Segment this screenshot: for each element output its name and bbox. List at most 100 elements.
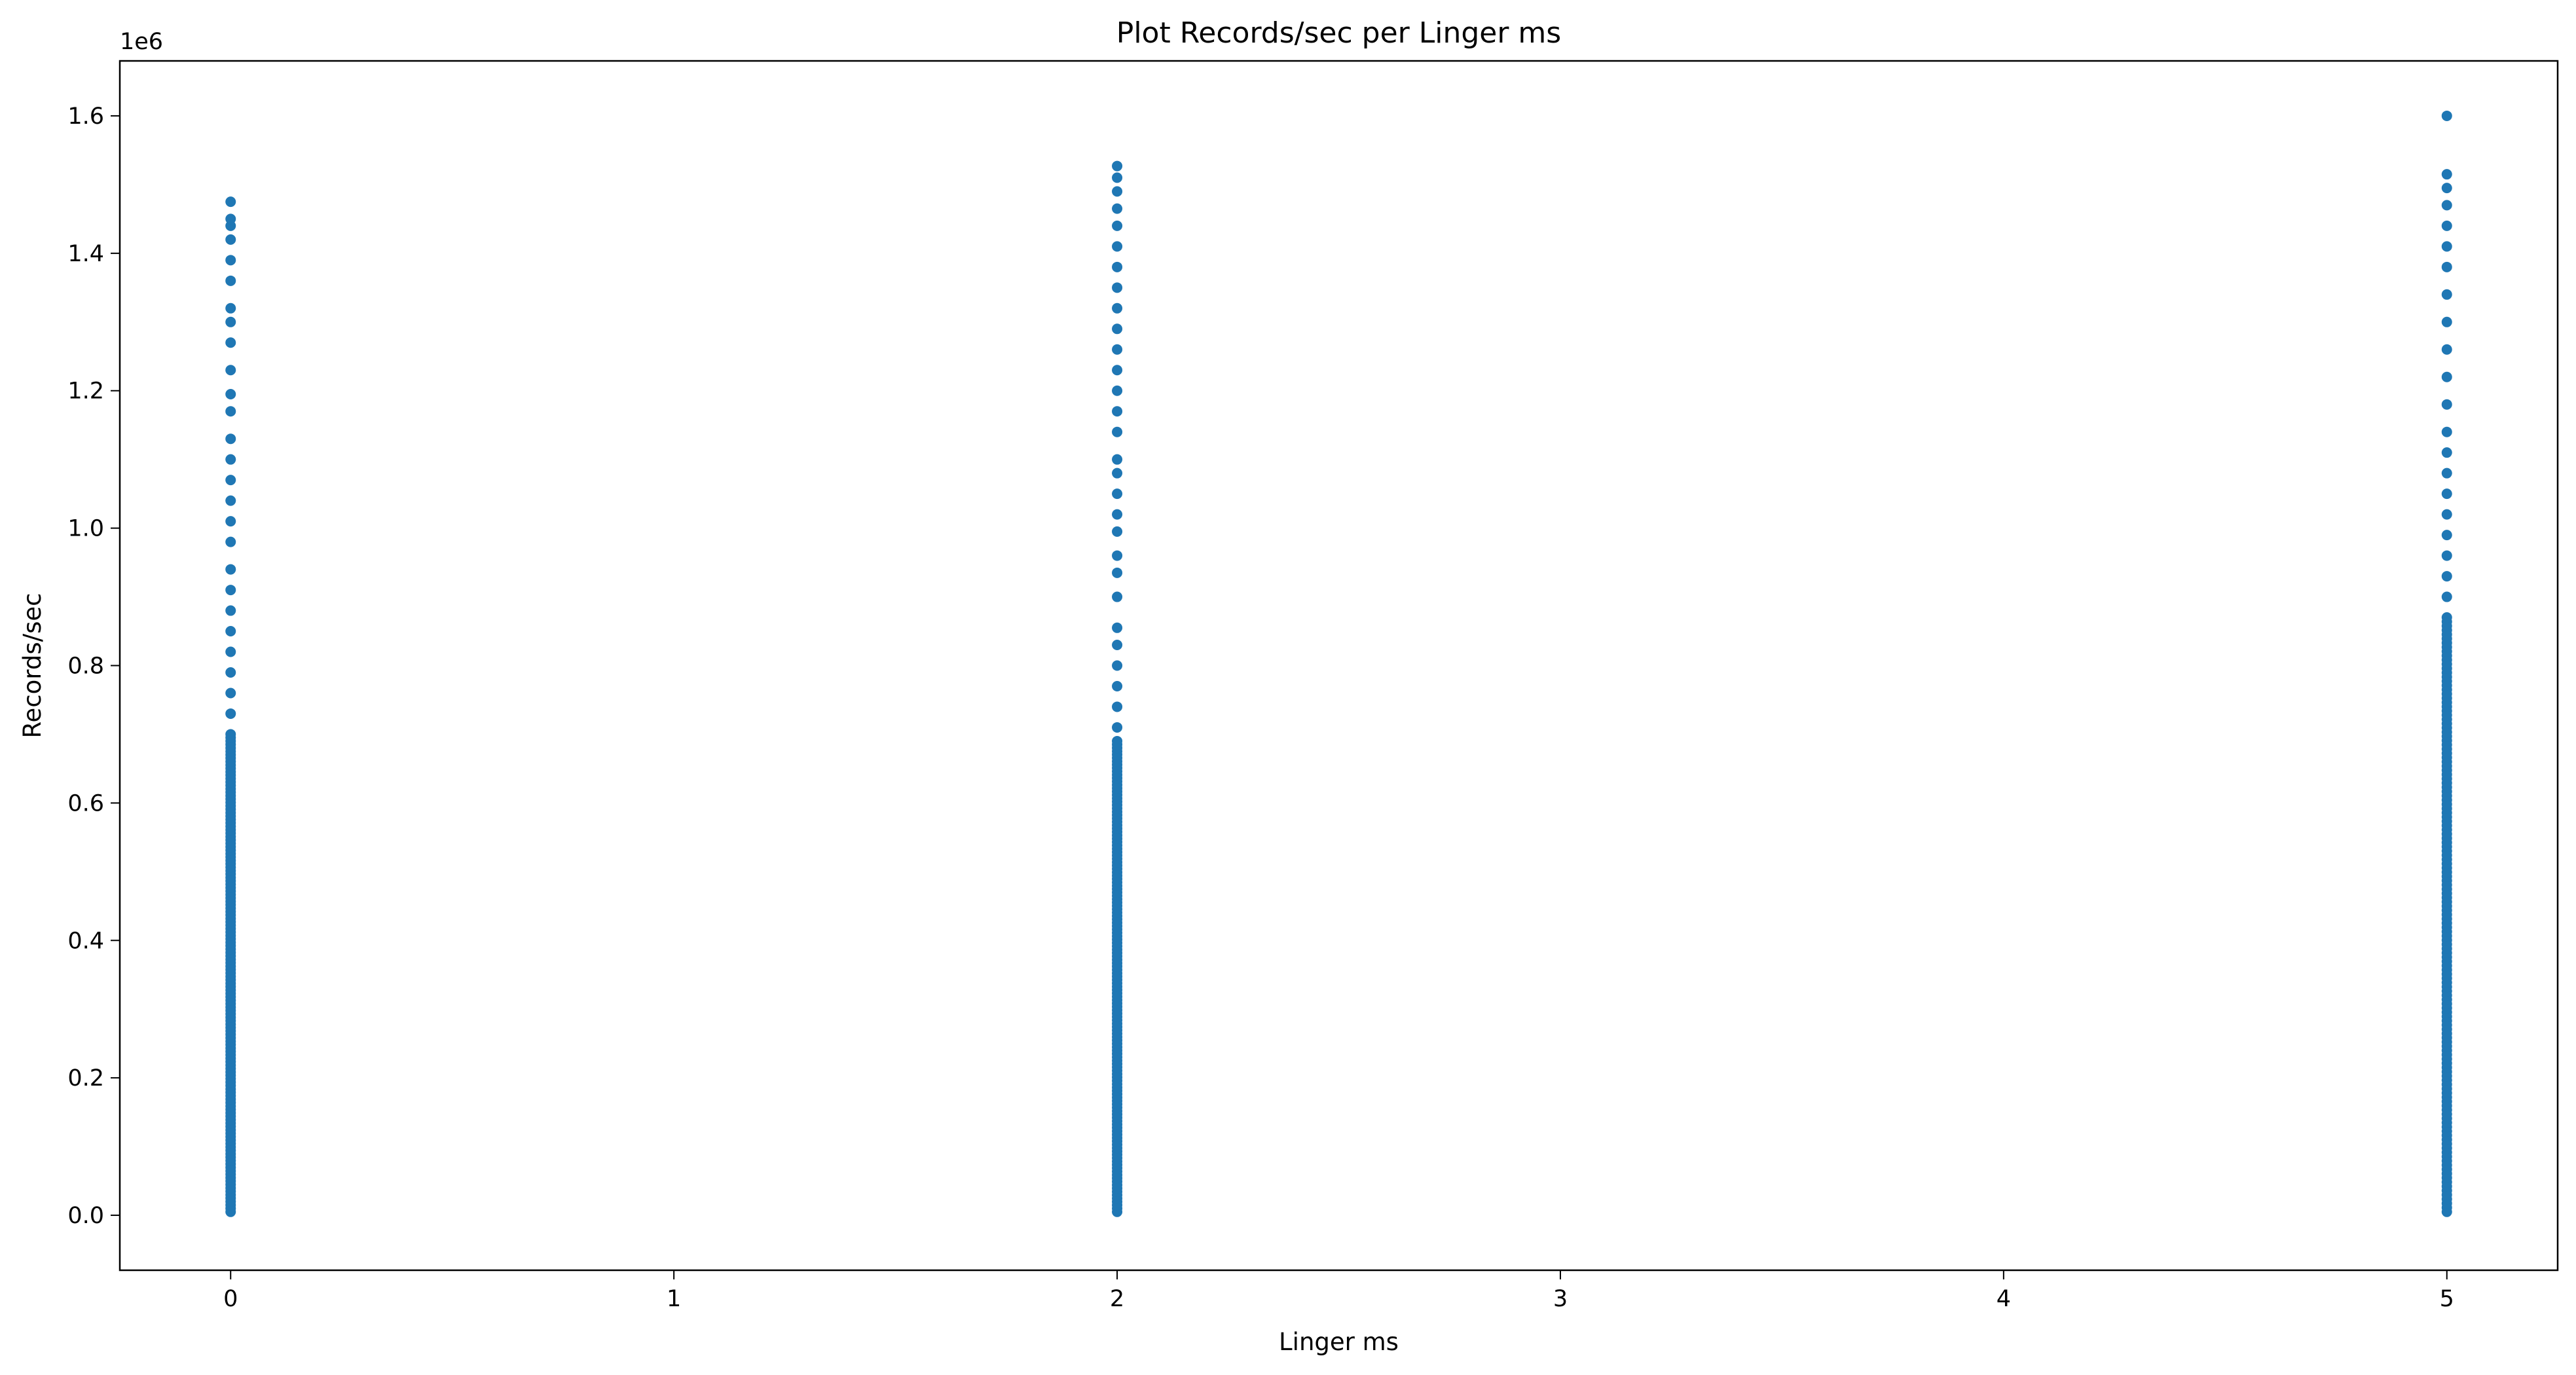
scatter-point bbox=[2441, 220, 2452, 231]
scatter-point bbox=[1112, 567, 1123, 578]
scatter-point bbox=[225, 255, 236, 266]
scatter-point bbox=[1112, 680, 1123, 691]
y-offset-label: 1e6 bbox=[120, 29, 163, 55]
scatter-point bbox=[225, 275, 236, 286]
scatter-point bbox=[225, 337, 236, 348]
scatter-point bbox=[2441, 183, 2452, 194]
scatter-point bbox=[225, 605, 236, 616]
scatter-point bbox=[225, 196, 236, 208]
scatter-point bbox=[225, 626, 236, 637]
scatter-point bbox=[1112, 160, 1123, 172]
x-axis-label: Linger ms bbox=[1279, 1328, 1399, 1356]
y-axis-label: Records/sec bbox=[18, 593, 46, 739]
scatter-point bbox=[225, 388, 236, 399]
y-axis-ticks: 0.0 0.2 0.4 0.6 0.8 1.0 1.2 1.4 1.6 bbox=[67, 103, 120, 1229]
scatter-point bbox=[2441, 110, 2452, 121]
scatter-point bbox=[2441, 447, 2452, 458]
scatter-point bbox=[2441, 241, 2452, 252]
scatter-point bbox=[2441, 488, 2452, 500]
scatter-point bbox=[1112, 426, 1123, 437]
scatter-point bbox=[1112, 526, 1123, 537]
y-tick-label: 0.0 bbox=[67, 1203, 104, 1229]
scatter-point bbox=[225, 564, 236, 575]
y-tick-label: 1.2 bbox=[67, 378, 104, 405]
scatter-point bbox=[1112, 220, 1123, 231]
x-tick-label: 0 bbox=[223, 1286, 238, 1312]
scatter-point bbox=[225, 234, 236, 245]
scatter-point bbox=[2441, 468, 2452, 479]
y-tick-label: 0.4 bbox=[67, 928, 104, 954]
scatter-point bbox=[1112, 735, 1123, 746]
scatter-point bbox=[1112, 406, 1123, 417]
scatter-point bbox=[1112, 172, 1123, 183]
scatter-point bbox=[1112, 468, 1123, 479]
scatter-point bbox=[225, 688, 236, 699]
scatter-point bbox=[1112, 203, 1123, 214]
scatter-point bbox=[2441, 316, 2452, 327]
scatter-point bbox=[2441, 591, 2452, 602]
scatter-point bbox=[1112, 550, 1123, 561]
scatter-point bbox=[1112, 241, 1123, 252]
scatter-point bbox=[225, 213, 236, 225]
scatter-point bbox=[225, 433, 236, 445]
scatter-point bbox=[225, 516, 236, 527]
scatter-point bbox=[1112, 488, 1123, 500]
x-tick-label: 2 bbox=[1110, 1286, 1124, 1312]
chart-title: Plot Records/sec per Linger ms bbox=[1116, 16, 1561, 50]
scatter-point bbox=[225, 646, 236, 657]
scatter-point bbox=[2441, 200, 2452, 211]
scatter-point bbox=[1112, 509, 1123, 520]
scatter-point bbox=[1112, 186, 1123, 197]
scatter-point bbox=[2441, 571, 2452, 582]
plot-area-frame bbox=[119, 60, 2559, 1272]
scatter-point bbox=[225, 316, 236, 327]
scatter-point bbox=[225, 536, 236, 547]
scatter-point bbox=[2441, 344, 2452, 355]
scatter-point bbox=[225, 708, 236, 719]
scatter-point bbox=[2441, 530, 2452, 541]
scatter-point bbox=[1112, 323, 1123, 335]
scatter-point bbox=[1112, 302, 1123, 314]
y-tick-label: 1.0 bbox=[67, 516, 104, 542]
scatter-point bbox=[2441, 399, 2452, 410]
x-tick-label: 4 bbox=[1996, 1286, 2011, 1312]
scatter-point bbox=[225, 585, 236, 596]
scatter-point bbox=[225, 729, 236, 740]
scatter-point bbox=[1112, 591, 1123, 602]
y-tick-label: 1.4 bbox=[67, 241, 104, 267]
scatter-point bbox=[2441, 426, 2452, 437]
scatter-point bbox=[2441, 169, 2452, 180]
scatter-point bbox=[2441, 612, 2452, 623]
y-tick-label: 0.6 bbox=[67, 790, 104, 816]
scatter-point bbox=[225, 406, 236, 417]
scatter-point bbox=[1112, 722, 1123, 733]
scatter-point bbox=[1112, 701, 1123, 712]
scatter-point bbox=[1112, 344, 1123, 355]
y-tick-label: 0.8 bbox=[67, 653, 104, 680]
data-points bbox=[225, 110, 2452, 1217]
x-tick-label: 5 bbox=[2440, 1286, 2454, 1312]
scatter-point bbox=[225, 495, 236, 506]
scatter-point bbox=[2441, 261, 2452, 272]
scatter-point bbox=[1112, 454, 1123, 465]
x-axis-ticks: 0 1 2 3 4 5 bbox=[223, 1270, 2454, 1312]
x-tick-label: 1 bbox=[667, 1286, 681, 1312]
scatter-point bbox=[1112, 261, 1123, 272]
scatter-point bbox=[1112, 365, 1123, 376]
scatter-point bbox=[1112, 622, 1123, 633]
x-tick-label: 3 bbox=[1553, 1286, 1568, 1312]
scatter-point bbox=[1112, 640, 1123, 651]
y-tick-label: 1.6 bbox=[67, 103, 104, 130]
scatter-point bbox=[2441, 289, 2452, 300]
scatter-point bbox=[2441, 371, 2452, 382]
scatter-point bbox=[2441, 550, 2452, 561]
y-tick-label: 0.2 bbox=[67, 1065, 104, 1091]
scatter-point bbox=[1112, 385, 1123, 396]
scatter-point bbox=[225, 667, 236, 678]
scatter-point bbox=[1112, 282, 1123, 293]
scatter-point bbox=[225, 454, 236, 465]
scatter-point bbox=[1112, 660, 1123, 671]
scatter-point bbox=[225, 302, 236, 314]
scatter-point bbox=[225, 475, 236, 486]
